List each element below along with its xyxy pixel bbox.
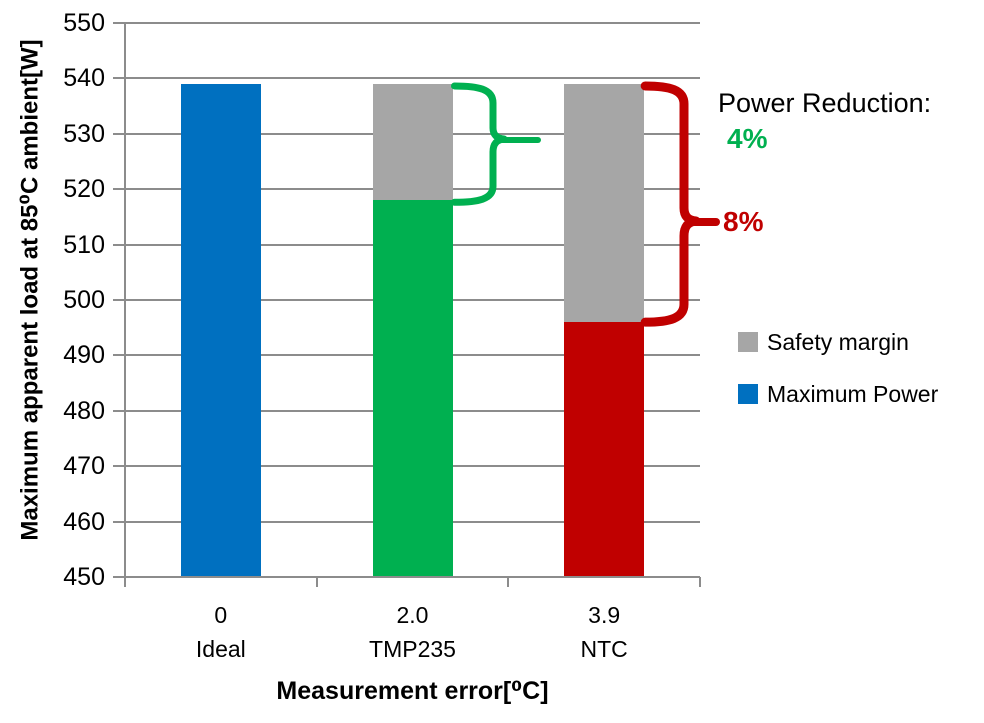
legend-item-safety-margin: Safety margin — [738, 328, 938, 355]
legend-label-maximum-power: Maximum Power — [767, 380, 939, 407]
x-tick-value: 0 — [214, 602, 228, 628]
y-tick-mark — [113, 243, 125, 246]
y-tick-label: 450 — [63, 563, 105, 591]
y-tick-label: 510 — [63, 230, 105, 259]
x-tick-mark — [315, 577, 318, 587]
y-tick-mark — [113, 22, 125, 24]
x-tick-name: TMP235 — [369, 636, 456, 662]
maximum-power-swatch-icon — [738, 384, 758, 404]
x-tick-value: 2.0 — [396, 602, 429, 628]
y-tick-mark — [113, 77, 125, 80]
gridline — [125, 77, 700, 80]
y-tick-label: 520 — [63, 175, 105, 204]
power-reduction-value-4: 4% — [727, 123, 768, 154]
legend-item-maximum-power: Maximum Power — [738, 380, 939, 407]
x-tick-mark — [507, 577, 510, 587]
y-tick-label: 490 — [63, 341, 105, 370]
y-tick-label: 550 — [63, 9, 105, 37]
x-axis-line — [113, 576, 700, 578]
gridline — [125, 22, 700, 24]
x-tick-name: Ideal — [195, 636, 246, 662]
power-reduction-title: Power Reduction: — [718, 88, 932, 118]
y-tick-label: 500 — [63, 286, 105, 314]
y-tick-label: 470 — [63, 452, 105, 481]
y-tick-mark — [113, 409, 125, 412]
y-tick-mark — [113, 188, 125, 191]
bar-segment-safety-margin — [372, 83, 453, 201]
bar-segment-maximum-power — [372, 200, 453, 577]
y-tick-mark — [113, 520, 125, 523]
x-tick-mark — [124, 577, 126, 587]
y-tick-mark — [113, 465, 125, 468]
y-tick-label: 540 — [63, 64, 105, 93]
x-tick-value: 3.9 — [588, 602, 621, 628]
y-tick-label: 460 — [63, 507, 105, 536]
bar-segment-safety-margin — [564, 83, 645, 323]
legend-label-safety-margin: Safety margin — [767, 328, 909, 355]
legend: Safety margin Maximum Power — [738, 328, 939, 434]
y-axis-line — [124, 23, 126, 577]
x-tick-mark — [699, 577, 701, 587]
y-tick-mark — [113, 299, 125, 301]
bar-segment-maximum-power — [180, 83, 261, 577]
x-axis-title: Measurement error[⁰C] — [276, 677, 549, 705]
x-tick-name: NTC — [580, 636, 628, 662]
y-tick-mark — [113, 354, 125, 357]
safety-margin-swatch-icon — [738, 332, 758, 352]
power-reduction-value-8: 8% — [723, 206, 764, 237]
y-tick-label: 480 — [63, 396, 105, 425]
y-tick-mark — [113, 132, 125, 135]
y-tick-label: 530 — [63, 119, 105, 148]
bar-segment-maximum-power — [564, 322, 645, 577]
